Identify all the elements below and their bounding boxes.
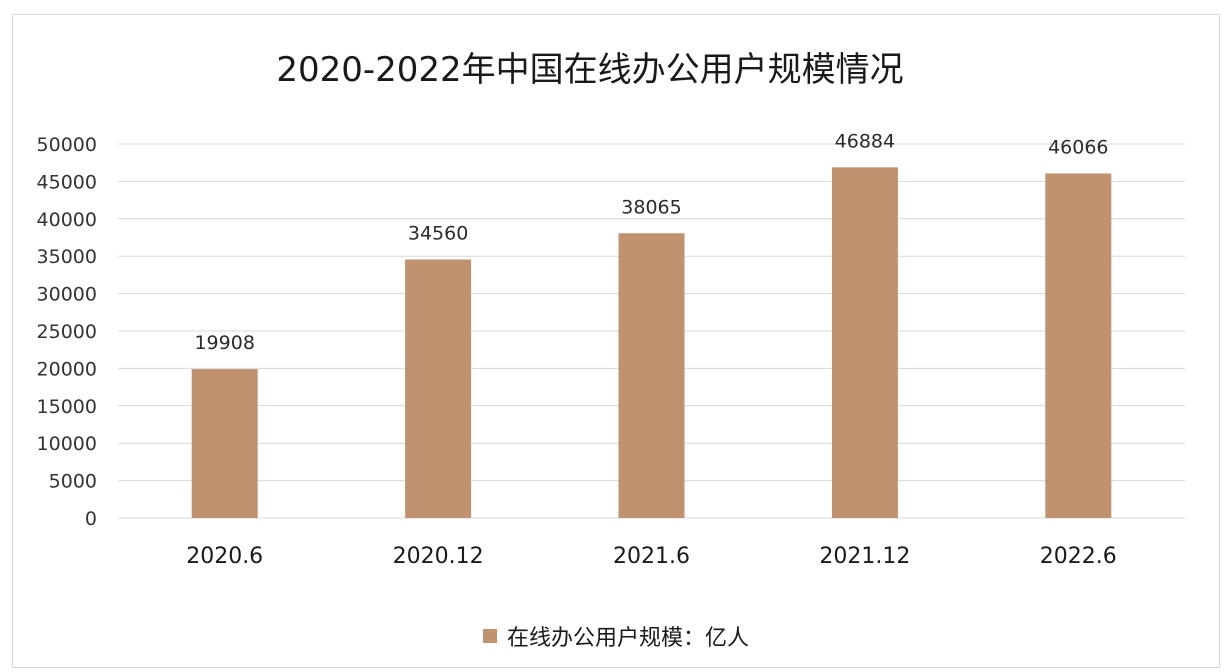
bar — [618, 233, 685, 518]
y-axis-ticks: 0 5000 10000 15000 20000 25000 30000 35000 40000… — [37, 134, 97, 530]
x-tick-label: 2020.6 — [186, 544, 263, 569]
y-tick-label: 20000 — [37, 358, 97, 380]
y-tick-label: 40000 — [37, 209, 97, 231]
legend-swatch — [482, 629, 497, 643]
legend-label: 在线办公用户规模：亿人 — [506, 626, 749, 651]
y-tick-label: 0 — [85, 508, 97, 530]
chart-title: 2020-2022年中国在线办公用户规模情况 — [276, 50, 904, 90]
data-label: 19908 — [194, 332, 254, 354]
y-tick-label: 10000 — [37, 433, 97, 455]
data-label: 46066 — [1048, 136, 1108, 158]
y-tick-label: 30000 — [37, 284, 97, 306]
bars — [191, 167, 1112, 518]
bar — [831, 167, 898, 518]
y-tick-label: 25000 — [37, 321, 97, 343]
x-tick-label: 2021.12 — [819, 544, 910, 569]
y-tick-label: 35000 — [37, 246, 97, 268]
x-tick-label: 2022.6 — [1040, 544, 1117, 569]
chart-frame — [12, 14, 1220, 668]
data-labels: 19908 34560 38065 46884 46066 — [194, 130, 1108, 354]
bar — [1045, 173, 1112, 518]
y-tick-label: 50000 — [37, 134, 97, 156]
data-label: 38065 — [621, 196, 681, 218]
x-tick-label: 2020.12 — [393, 544, 484, 569]
x-tick-label: 2021.6 — [613, 544, 690, 569]
x-axis-ticks: 2020.6 2020.12 2021.6 2021.12 2022.6 — [186, 544, 1117, 569]
y-tick-label: 5000 — [49, 471, 97, 493]
bar — [191, 369, 258, 518]
data-label: 34560 — [408, 222, 468, 244]
data-label: 46884 — [835, 130, 895, 152]
bar — [405, 259, 472, 518]
y-tick-label: 15000 — [37, 396, 97, 418]
y-tick-label: 45000 — [37, 171, 97, 193]
legend: 在线办公用户规模：亿人 — [0, 620, 1232, 652]
